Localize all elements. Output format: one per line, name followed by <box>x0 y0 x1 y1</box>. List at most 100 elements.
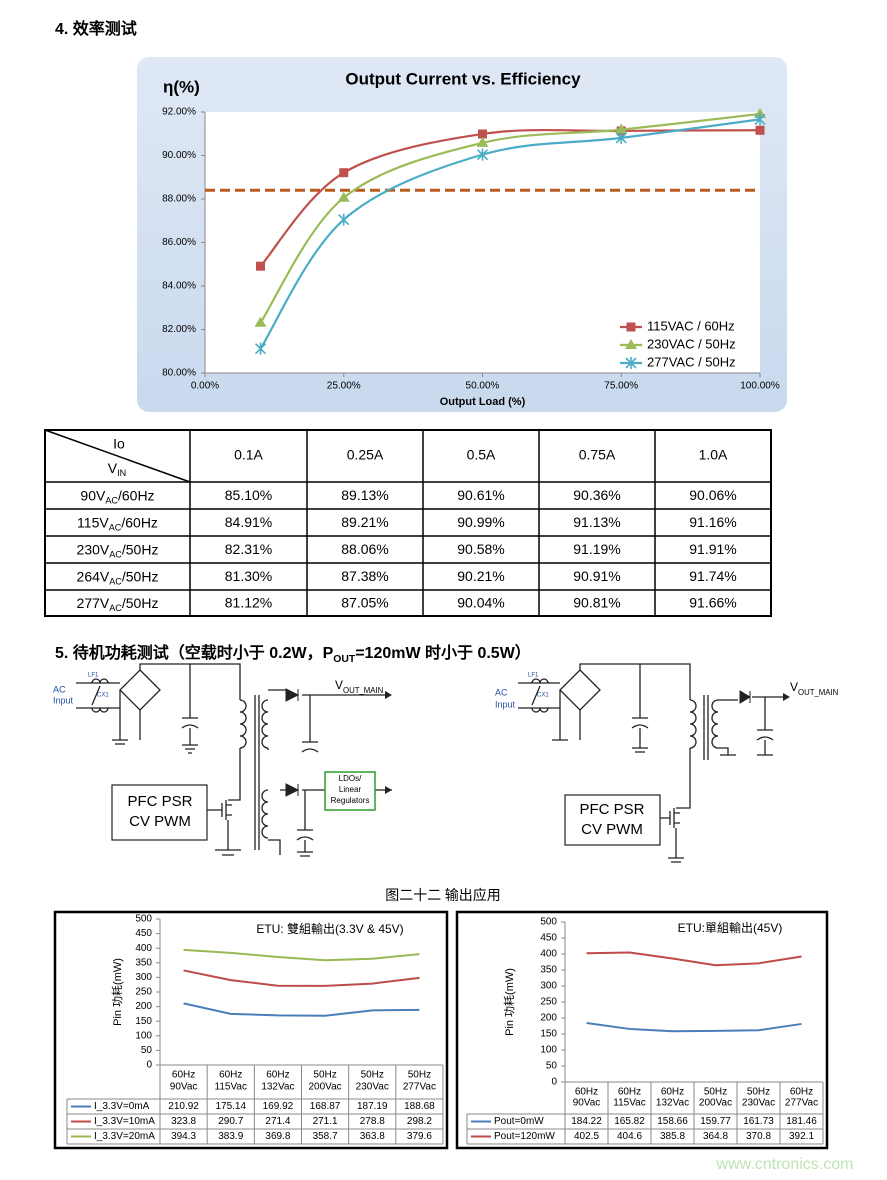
marker <box>337 191 350 202</box>
table-value: 358.7 <box>313 1131 338 1142</box>
table-value: 298.2 <box>407 1116 432 1127</box>
y-tick-label: 450 <box>540 933 557 944</box>
schematic-label: LF1 <box>528 673 539 679</box>
schematic-left <box>76 663 392 857</box>
y-tick-label: 82.00% <box>162 324 196 335</box>
y-tick-label: 50 <box>546 1061 558 1072</box>
marker <box>615 131 627 144</box>
series-line <box>586 1022 802 1033</box>
x-tick-label: 60Hz <box>266 1070 289 1081</box>
x-tick-label: 60Hz <box>618 1087 641 1098</box>
table-value: 187.19 <box>357 1101 388 1112</box>
y-axis-label: Pin 功耗(mW) <box>111 958 124 1026</box>
text-part: V <box>108 460 118 476</box>
table-diagonal <box>44 429 191 483</box>
mosfet <box>669 808 680 828</box>
row-label: 115VAC/60Hz <box>77 514 158 533</box>
y-tick-label: 450 <box>135 928 152 939</box>
legend-label: Pout=0mW <box>494 1116 544 1127</box>
table-cell: 90.04% <box>457 595 504 611</box>
x-tick-label: 132Vac <box>261 1082 294 1093</box>
text-part: AC <box>109 603 122 613</box>
table-cell: 91.19% <box>573 541 620 557</box>
y-tick-label: 200 <box>540 1013 557 1024</box>
marker <box>755 125 765 135</box>
x-tick-label: 115Vac <box>613 1098 645 1109</box>
text-part: IN <box>117 468 126 478</box>
table-frame <box>44 429 772 617</box>
table-corner: Io <box>113 436 125 452</box>
table-cell: 89.13% <box>341 487 388 503</box>
text-part: 264V <box>77 568 110 584</box>
table-cell: 87.05% <box>341 595 388 611</box>
diode <box>285 688 300 797</box>
marker <box>626 322 636 332</box>
marker <box>476 148 489 161</box>
text-part: AC <box>105 496 118 506</box>
legend-label: 277VAC / 50Hz <box>647 354 736 369</box>
table-header: 0.1A <box>234 447 263 463</box>
y-tick-label: 88.00% <box>162 194 196 205</box>
row-label: 264VAC/50Hz <box>77 568 159 587</box>
text-part: 5. 待机功耗测试（空载时小于 0.2W，P <box>55 643 334 662</box>
chart-title: Output Current vs. Efficiency <box>345 69 581 88</box>
row-label: 90VAC/60Hz <box>80 487 154 506</box>
x-tick-label: 50Hz <box>408 1070 431 1081</box>
y-tick-label: 80.00% <box>162 368 196 379</box>
x-tick-label: 75.00% <box>604 381 638 392</box>
table-cell: 91.74% <box>689 568 736 584</box>
table-value: 385.8 <box>660 1131 685 1142</box>
ground <box>552 739 773 863</box>
table-cell: 87.38% <box>341 568 388 584</box>
schematic-label: CV PWM <box>129 813 191 830</box>
text-part: OUT_MAIN <box>798 688 838 697</box>
series-line <box>586 951 802 967</box>
table-value: 370.8 <box>746 1131 771 1142</box>
table-value: 383.9 <box>218 1131 243 1142</box>
y-tick-label: 100 <box>540 1045 557 1056</box>
text-part: /50Hz <box>122 541 159 557</box>
table-cell: 90.58% <box>457 541 504 557</box>
y-tick-label: 84.00% <box>162 281 196 292</box>
y-tick-label: 250 <box>540 997 557 1008</box>
table-cell: 90.36% <box>573 487 620 503</box>
table-value: 165.82 <box>614 1116 645 1127</box>
table-value: 394.3 <box>171 1131 196 1142</box>
marker <box>339 168 349 178</box>
text-part: 115V <box>77 514 109 530</box>
text-part: /60Hz <box>121 514 158 530</box>
chart-frame <box>53 910 449 1150</box>
table-cell: 82.31% <box>225 541 272 557</box>
mosfet <box>221 800 232 820</box>
x-tick-label: 50Hz <box>313 1070 336 1081</box>
marker <box>254 342 267 355</box>
schematic-label: LDOs/ <box>339 774 362 783</box>
wires <box>518 663 785 858</box>
table-value: 392.1 <box>789 1131 814 1142</box>
schematic-label: PFC PSR <box>127 793 192 810</box>
x-tick-label: 60Hz <box>575 1087 598 1098</box>
schematic-label: VOUT_MAIN <box>335 678 383 694</box>
table-value: 271.4 <box>265 1116 290 1127</box>
x-tick-label: 230Vac <box>742 1098 775 1109</box>
x-tick-label: 132Vac <box>656 1098 689 1109</box>
y-tick-label: 350 <box>540 965 557 976</box>
legend-label: I_3.3V=20mA <box>94 1131 155 1142</box>
x-tick-label: 200Vac <box>699 1098 732 1109</box>
table-corner: VIN <box>108 460 126 479</box>
y-tick-label: 400 <box>540 949 557 960</box>
marker <box>754 113 766 126</box>
schematic-label: LF1 <box>88 673 99 679</box>
ground <box>112 739 313 857</box>
marker <box>478 129 487 139</box>
capacitor <box>181 717 319 841</box>
filter-coil <box>531 678 549 713</box>
schematic-label: Linear <box>339 785 362 794</box>
x-tick-label: 50Hz <box>747 1087 770 1098</box>
schematic-label: AC <box>495 687 508 697</box>
x-tick-label: 50.00% <box>466 381 500 392</box>
table-cell: 90.81% <box>573 595 620 611</box>
table-value: 379.6 <box>407 1131 432 1142</box>
capacitor <box>631 717 774 741</box>
x-tick-label: 100.00% <box>740 381 780 392</box>
